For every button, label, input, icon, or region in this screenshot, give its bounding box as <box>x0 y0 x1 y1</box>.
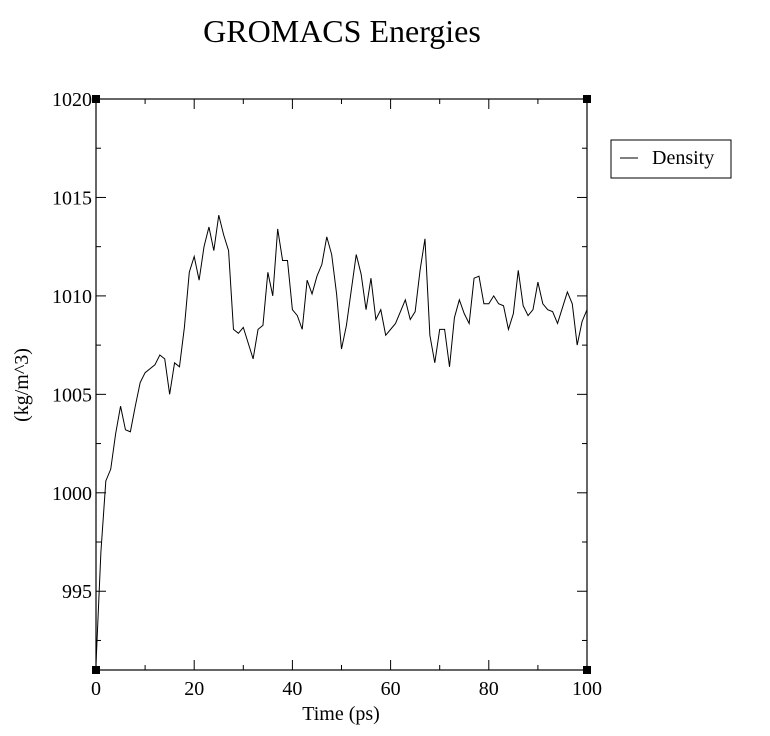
y-tick-label: 995 <box>62 581 92 603</box>
x-tick-label: 60 <box>381 678 401 700</box>
x-tick-label: 20 <box>184 678 204 700</box>
corner-handles <box>92 95 591 674</box>
series-line-density <box>95 215 588 665</box>
plot-frame <box>95 98 588 671</box>
legend-box <box>610 139 732 179</box>
x-tick-label: 40 <box>282 678 302 700</box>
x-tick-label: 0 <box>91 678 101 700</box>
y-tick-label: 1000 <box>52 483 92 505</box>
x-axis-label: Time (ps) <box>302 703 380 725</box>
y-tick-label: 1010 <box>52 286 92 308</box>
y-tick-label: 1020 <box>52 89 92 111</box>
x-axis-tick-labels: 0 20 40 60 80 100 <box>91 678 602 700</box>
x-tick-label: 80 <box>479 678 499 700</box>
y-axis-tick-labels: 995 1000 1005 1010 1015 1020 <box>52 89 92 603</box>
x-axis-ticks <box>95 99 588 670</box>
y-axis-ticks <box>96 98 587 641</box>
x-tick-label: 100 <box>572 678 602 700</box>
y-axis-label: (kg/m^3) <box>11 348 33 422</box>
chart-title: GROMACS Energies <box>203 13 481 49</box>
y-tick-label: 1015 <box>52 187 92 209</box>
legend-entry-density: Density <box>652 147 714 169</box>
y-tick-label: 1005 <box>52 384 92 406</box>
legend: Density <box>610 139 732 179</box>
